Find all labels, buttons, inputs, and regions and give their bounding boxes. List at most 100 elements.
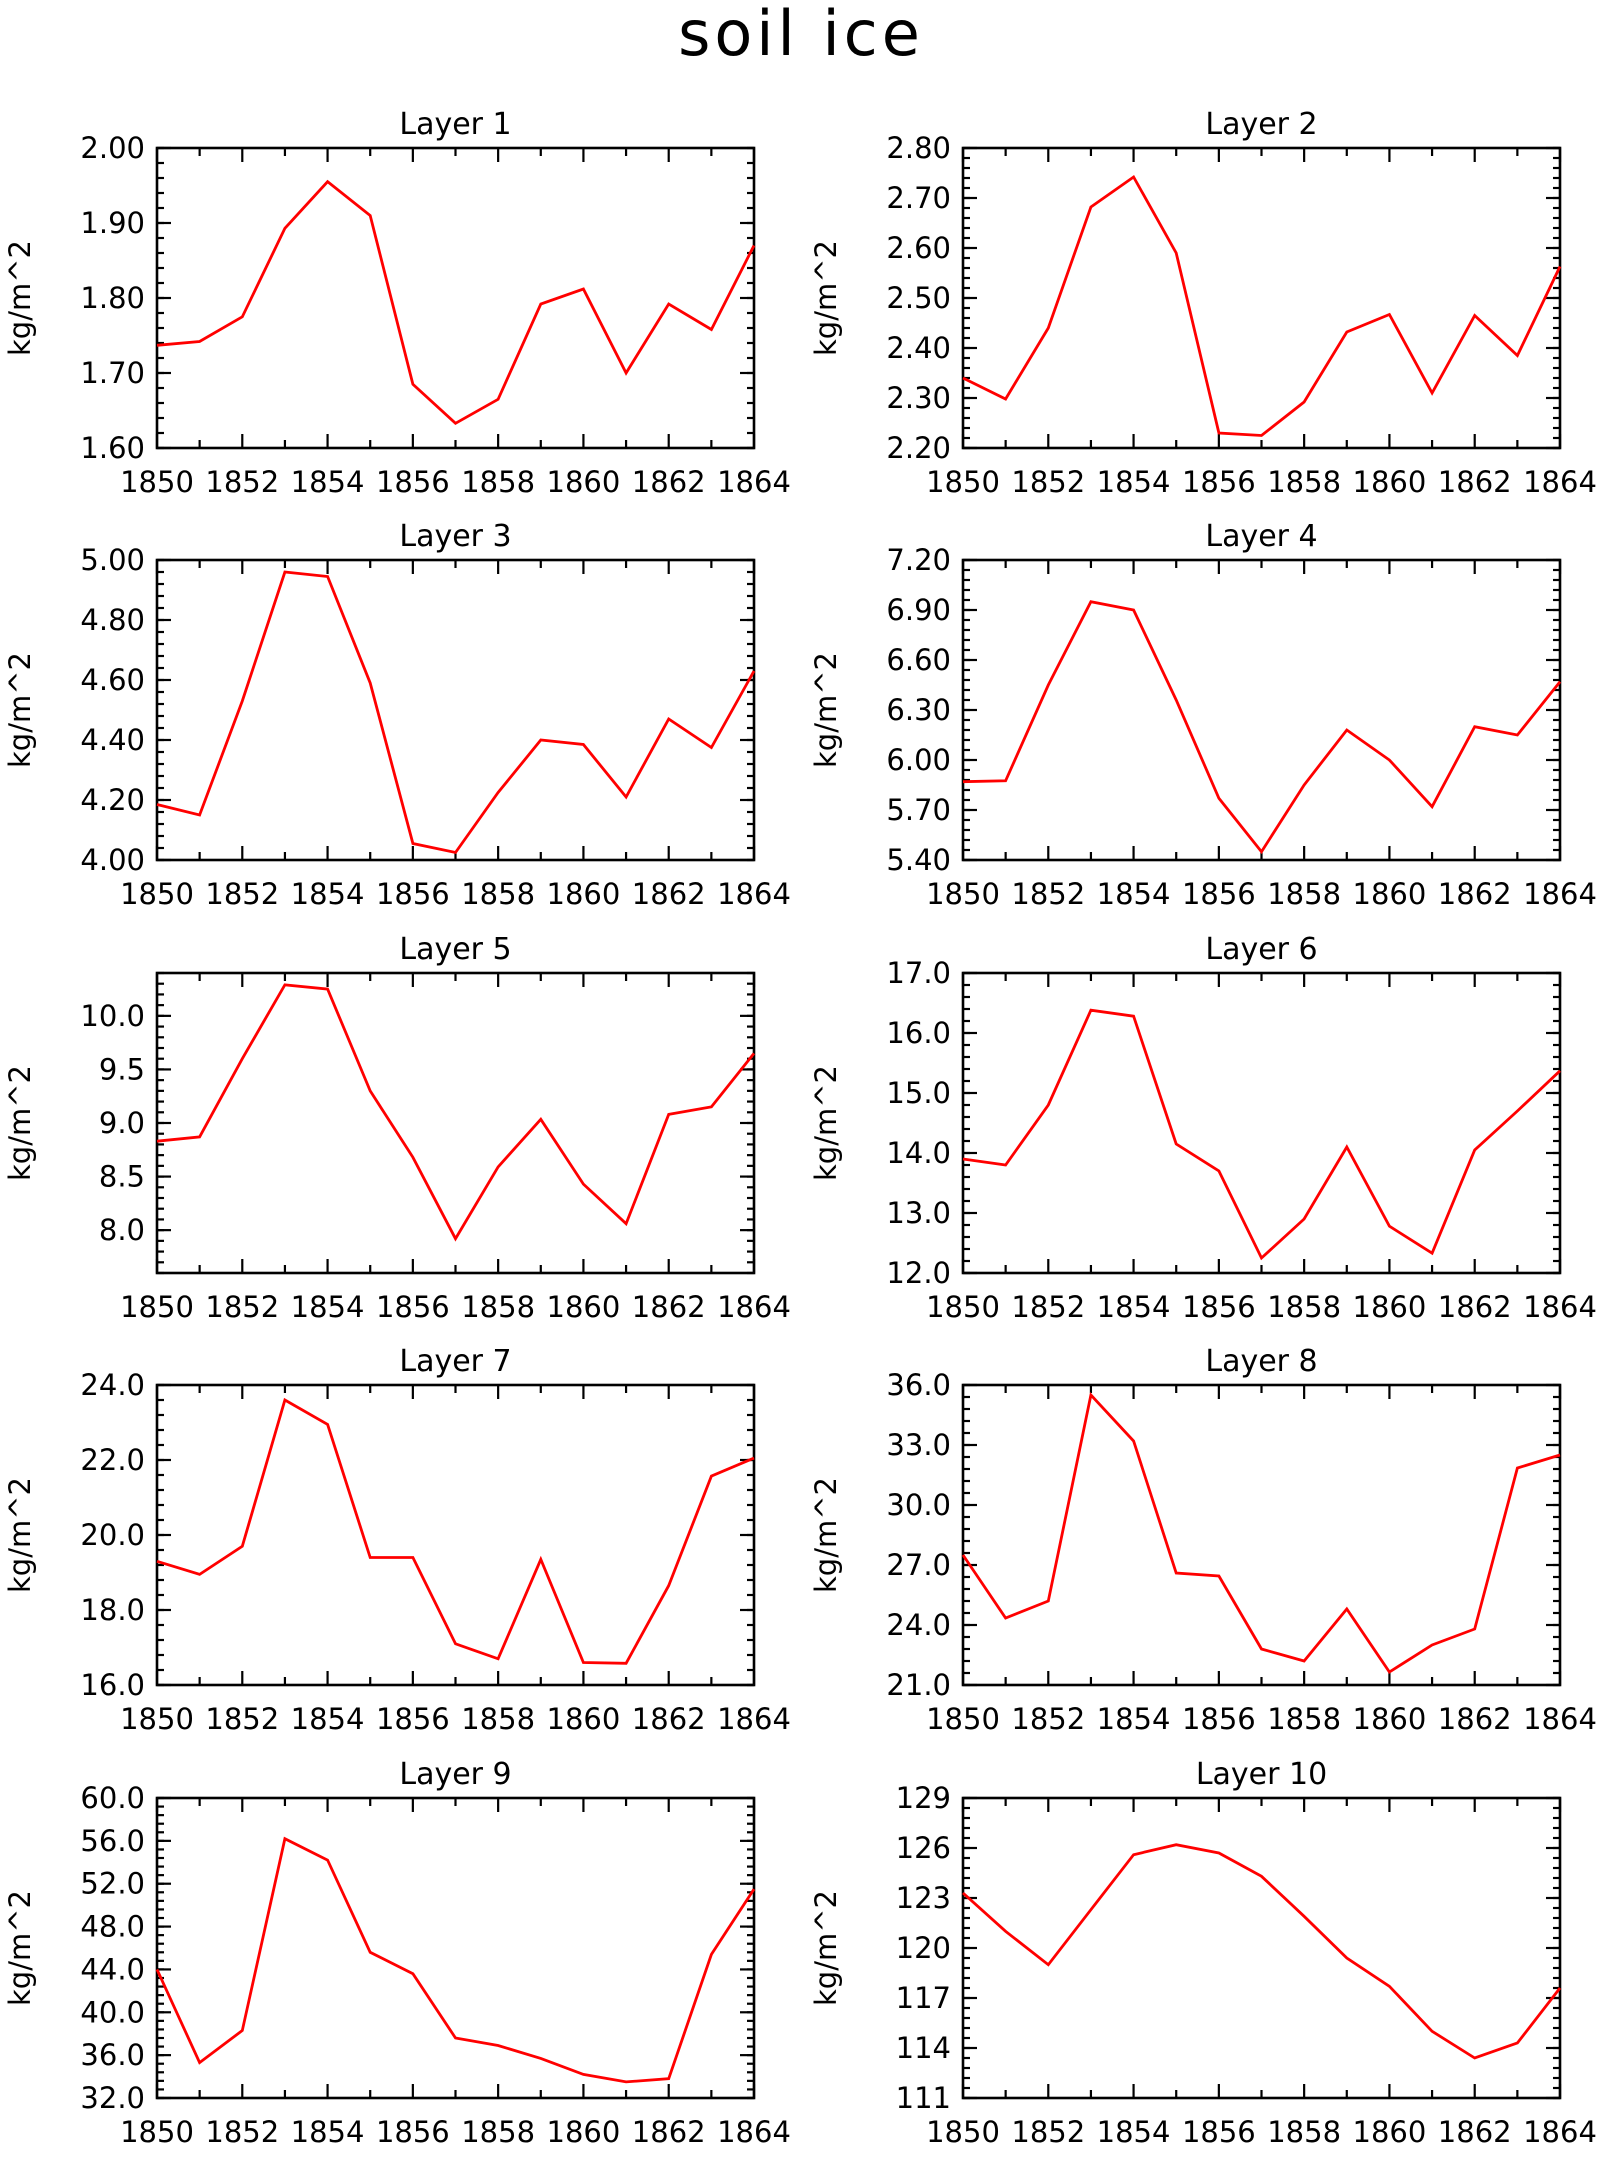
layer-10-y-tick-label: 129 bbox=[896, 1781, 951, 1815]
layer-5-x-tick-label: 1854 bbox=[291, 1290, 365, 1324]
layer-2-x-tick-label: 1852 bbox=[1011, 465, 1085, 499]
layer-5-y-tick-label: 8.0 bbox=[99, 1213, 145, 1247]
layer-7-y-axis-label: kg/m^2 bbox=[3, 1477, 37, 1593]
layer-7-x-tick-label: 1858 bbox=[461, 1702, 535, 1736]
layer-4-x-tick-label: 1860 bbox=[1353, 877, 1427, 911]
layer-10-x-tick-label: 1858 bbox=[1267, 2115, 1341, 2149]
layer-9-y-tick-label: 44.0 bbox=[80, 1952, 145, 1986]
layer-7-y-tick-label: 20.0 bbox=[80, 1518, 145, 1552]
layer-5-y-tick-label: 8.5 bbox=[99, 1160, 145, 1194]
layer-5-x-tick-label: 1860 bbox=[547, 1290, 621, 1324]
layer-3-x-tick-label: 1852 bbox=[205, 877, 279, 911]
layer-1-x-tick-label: 1858 bbox=[461, 465, 535, 499]
layer-3-title: Layer 3 bbox=[399, 519, 511, 554]
layer-3-y-tick-label: 4.40 bbox=[80, 723, 145, 757]
layer-10-title: Layer 10 bbox=[1196, 1757, 1327, 1792]
layer-7-x-tick-label: 1850 bbox=[120, 1702, 194, 1736]
layer-9-y-tick-label: 60.0 bbox=[80, 1781, 145, 1815]
layer-7-y-tick-label: 24.0 bbox=[80, 1368, 145, 1402]
layer-8-x-tick-label: 1854 bbox=[1097, 1702, 1171, 1736]
layer-2-x-tick-label: 1856 bbox=[1182, 465, 1256, 499]
layer-6-x-tick-label: 1854 bbox=[1097, 1290, 1171, 1324]
layer-7-title: Layer 7 bbox=[399, 1344, 511, 1379]
layer-5-y-tick-label: 9.0 bbox=[99, 1106, 145, 1140]
layer-9-y-tick-label: 36.0 bbox=[80, 2038, 145, 2072]
layer-2-y-tick-label: 2.30 bbox=[886, 381, 951, 415]
layer-8-y-tick-label: 30.0 bbox=[886, 1488, 951, 1522]
layer-4-y-tick-label: 5.70 bbox=[886, 793, 951, 827]
layer-6-y-tick-label: 15.0 bbox=[886, 1076, 951, 1110]
layer-1-x-tick-label: 1864 bbox=[717, 465, 791, 499]
layer-6-series-line bbox=[962, 1008, 1561, 1261]
layer-4-title: Layer 4 bbox=[1205, 519, 1317, 554]
layer-9-y-tick-label: 32.0 bbox=[80, 2081, 145, 2115]
layer-10-y-axis-label: kg/m^2 bbox=[809, 1890, 843, 2006]
layer-10-x-tick-label: 1864 bbox=[1523, 2115, 1597, 2149]
layer-9-x-tick-label: 1858 bbox=[461, 2115, 535, 2149]
layer-10-plot-frame bbox=[961, 1796, 1562, 2100]
layer-6-y-tick-label: 16.0 bbox=[886, 1016, 951, 1050]
layer-3-y-axis-label: kg/m^2 bbox=[3, 652, 37, 768]
layer-10-y-tick-label: 114 bbox=[896, 2031, 951, 2065]
layer-5-y-tick-label: 10.0 bbox=[80, 999, 145, 1033]
layer-8-y-tick-label: 24.0 bbox=[886, 1608, 951, 1642]
layer-2-series-line bbox=[962, 174, 1562, 437]
layer-1-y-tick-label: 1.60 bbox=[80, 431, 145, 465]
layer-6-x-tick-label: 1860 bbox=[1353, 1290, 1427, 1324]
layer-4-y-tick-label: 6.00 bbox=[886, 743, 951, 777]
layer-3-panel: Layer 3 kg/m^2 1850 1852 1854 1856 1858 1860 186… bbox=[3, 519, 791, 911]
layer-4-x-tick-label: 1854 bbox=[1097, 877, 1171, 911]
layer-8-y-tick-label: 27.0 bbox=[886, 1548, 951, 1582]
layer-4-x-tick-label: 1850 bbox=[926, 877, 1000, 911]
layer-6-x-tick-label: 1850 bbox=[926, 1290, 1000, 1324]
layer-5-x-tick-label: 1856 bbox=[376, 1290, 450, 1324]
layer-2-x-tick-label: 1850 bbox=[926, 465, 1000, 499]
layer-3-y-tick-label: 4.20 bbox=[80, 783, 145, 817]
layer-3-x-tick-label: 1856 bbox=[376, 877, 450, 911]
layer-3-plot-frame bbox=[155, 558, 756, 862]
layer-2-x-tick-label: 1860 bbox=[1353, 465, 1427, 499]
layer-1-y-tick-label: 1.70 bbox=[80, 356, 145, 390]
layer-7-y-tick-label: 22.0 bbox=[80, 1443, 145, 1477]
layer-9-title: Layer 9 bbox=[399, 1757, 511, 1792]
layer-1-x-tick-label: 1850 bbox=[120, 465, 194, 499]
layer-7-x-tick-label: 1860 bbox=[547, 1702, 621, 1736]
layer-2-y-axis-label: kg/m^2 bbox=[809, 240, 843, 356]
layer-7-x-tick-label: 1852 bbox=[205, 1702, 279, 1736]
layer-8-title: Layer 8 bbox=[1205, 1344, 1317, 1379]
layer-3-y-tick-label: 5.00 bbox=[80, 543, 145, 577]
layer-1-panel: Layer 1 kg/m^2 1850 1852 1854 1856 1858 1860 186… bbox=[3, 107, 791, 499]
layer-1-x-tick-label: 1852 bbox=[205, 465, 279, 499]
layer-10-panel: Layer 10 kg/m^2 1850 1852 1854 1856 1858 1860 18… bbox=[809, 1757, 1597, 2149]
layer-5-panel: Layer 5 kg/m^2 1850 1852 1854 1856 1858 1860 186… bbox=[3, 932, 791, 1324]
layer-7-x-tick-label: 1864 bbox=[717, 1702, 791, 1736]
layer-10-x-tick-label: 1862 bbox=[1438, 2115, 1512, 2149]
layer-9-x-tick-label: 1860 bbox=[547, 2115, 621, 2149]
layer-1-series-line bbox=[156, 179, 756, 426]
layer-7-x-tick-label: 1856 bbox=[376, 1702, 450, 1736]
layer-7-y-tick-label: 18.0 bbox=[80, 1593, 145, 1627]
layer-10-x-tick-label: 1854 bbox=[1097, 2115, 1171, 2149]
layer-8-y-tick-label: 33.0 bbox=[886, 1428, 951, 1462]
layer-5-x-tick-label: 1858 bbox=[461, 1290, 535, 1324]
layer-8-y-tick-label: 36.0 bbox=[886, 1368, 951, 1402]
layer-2-y-tick-label: 2.50 bbox=[886, 281, 951, 315]
layer-8-x-tick-label: 1862 bbox=[1438, 1702, 1512, 1736]
layer-5-x-tick-label: 1852 bbox=[205, 1290, 279, 1324]
layer-4-y-axis-label: kg/m^2 bbox=[809, 652, 843, 768]
layer-3-series-line bbox=[156, 570, 756, 855]
layer-8-x-tick-label: 1860 bbox=[1353, 1702, 1427, 1736]
layer-6-y-tick-label: 14.0 bbox=[886, 1136, 951, 1170]
layer-9-y-tick-label: 52.0 bbox=[80, 1867, 145, 1901]
panels: Layer 1 kg/m^2 1850 1852 1854 1856 1858 1860 186… bbox=[3, 107, 1597, 2149]
layer-2-x-tick-label: 1854 bbox=[1097, 465, 1171, 499]
layer-9-plot-frame bbox=[155, 1796, 756, 2100]
layer-5-x-tick-label: 1864 bbox=[717, 1290, 791, 1324]
layer-9-y-tick-label: 48.0 bbox=[80, 1910, 145, 1944]
layer-7-x-tick-label: 1854 bbox=[291, 1702, 365, 1736]
layer-4-series-line bbox=[962, 600, 1562, 855]
layer-4-x-tick-label: 1864 bbox=[1523, 877, 1597, 911]
layer-2-x-tick-label: 1862 bbox=[1438, 465, 1512, 499]
layer-10-y-tick-label: 123 bbox=[896, 1881, 951, 1915]
